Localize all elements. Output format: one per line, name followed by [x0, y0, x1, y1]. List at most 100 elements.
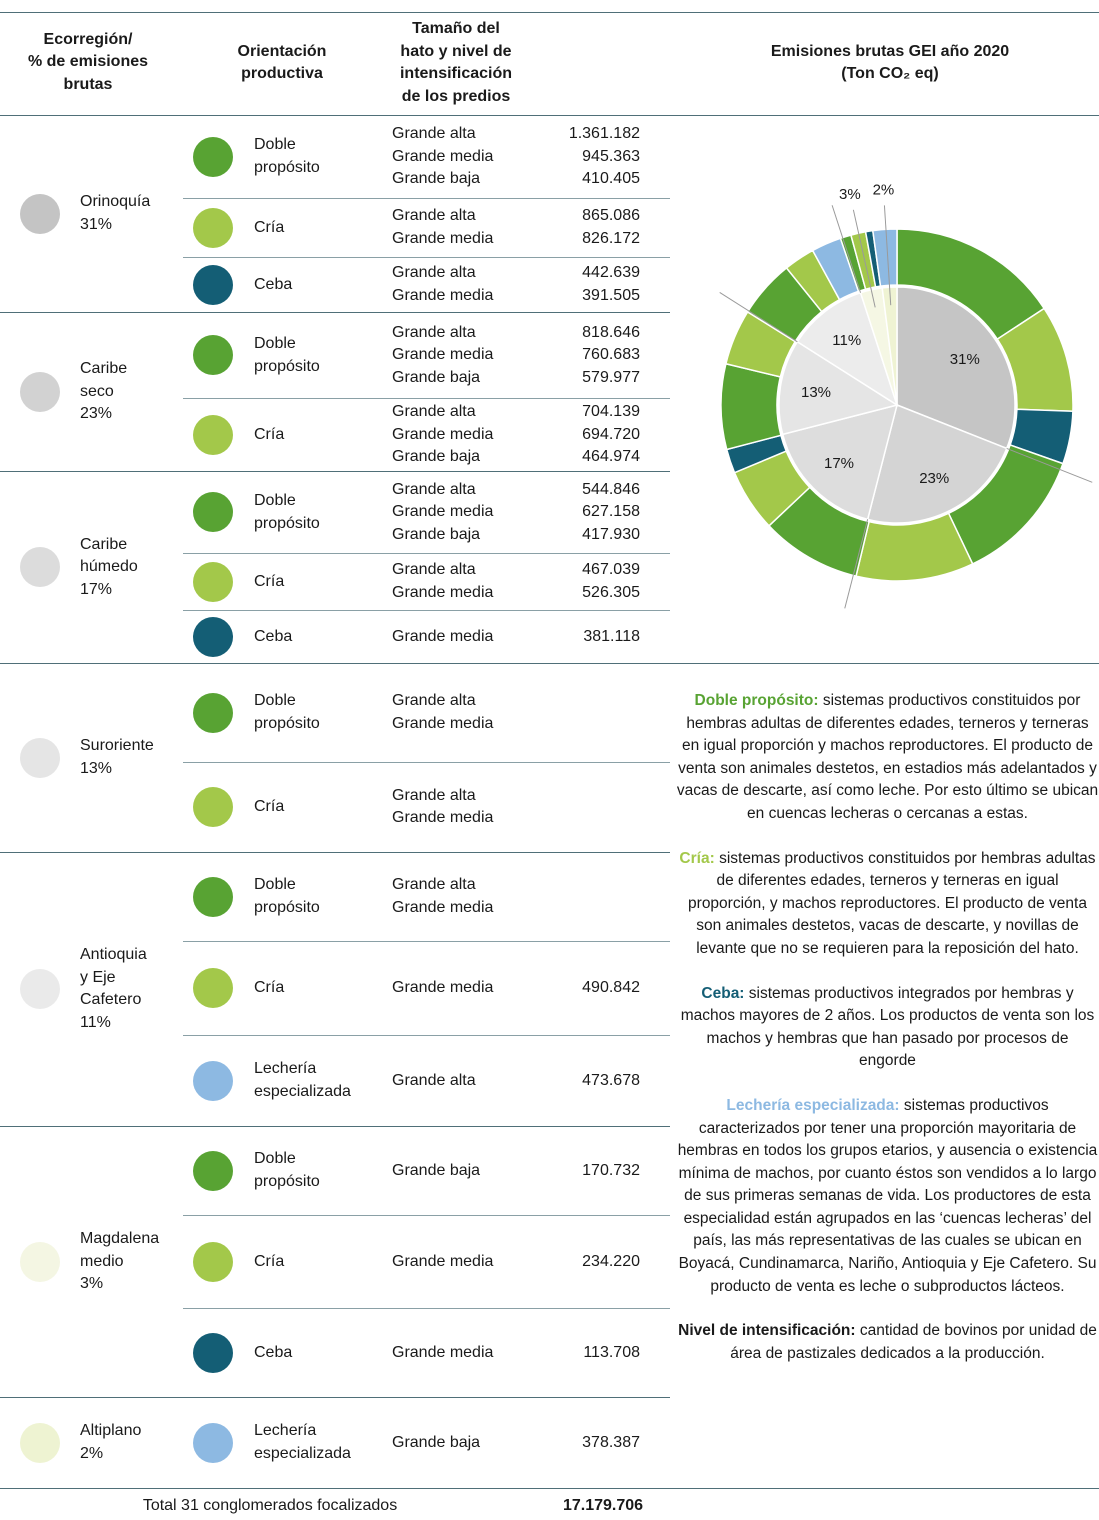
definition-text: sistemas productivos integrados por hemb…	[680, 984, 1095, 1070]
orientation-name: propósito	[254, 159, 320, 176]
region-dot	[20, 193, 60, 234]
region-name: 13%	[80, 759, 113, 777]
size-level: Grande media	[392, 1343, 494, 1361]
orientation-name: Cría	[254, 218, 285, 236]
inner-segment	[781, 403, 899, 521]
segment-label: 3%	[839, 186, 861, 203]
emission-value: 490.842	[582, 979, 640, 996]
definition: Lechería especializada: sistemas product…	[676, 1095, 1099, 1298]
leader-line	[719, 292, 798, 343]
inner-segment	[866, 403, 1008, 524]
emission-value: 410.405	[582, 170, 640, 187]
size-level: Grande media	[392, 503, 494, 520]
inner-segment	[796, 291, 899, 407]
emission-value: 865.086	[582, 207, 640, 225]
orientation-dot	[193, 787, 233, 827]
region-name: seco	[80, 382, 114, 400]
orientation-dot	[193, 1422, 233, 1463]
header-label: productiva	[241, 65, 323, 83]
outer-segment	[871, 228, 898, 287]
leader-line	[883, 205, 892, 306]
header-label: brutas	[63, 75, 113, 93]
region-dot	[20, 371, 60, 412]
orientation-name: propósito	[254, 899, 320, 916]
orientation-name: Ceba	[254, 1343, 293, 1361]
definition-term: Lechería especializada:	[726, 1096, 900, 1114]
chart-title: Emisiones brutas GEI año 2020	[770, 43, 1010, 60]
region-name: Caribe	[80, 360, 128, 377]
region-name: Orinoquía	[80, 193, 151, 211]
size-level: Grande alta	[392, 480, 476, 498]
definition: Doble propósito: sistemas productivos co…	[676, 690, 1099, 826]
definition-term: Cría:	[679, 849, 715, 867]
size-level: Grande alta	[392, 125, 476, 142]
size-level: Grande baja	[392, 170, 481, 187]
orientation-name: Ceba	[254, 627, 293, 645]
size-level: Grande media	[392, 1252, 494, 1270]
region-name: 3%	[80, 1275, 104, 1292]
emission-value: 760.683	[582, 346, 640, 363]
orientation-dot	[193, 1150, 233, 1191]
orientation-name: especializada	[254, 1083, 351, 1100]
segment-label: 13%	[801, 384, 831, 401]
size-level: Grande media	[392, 809, 494, 827]
size-level: Grande alta	[392, 876, 476, 894]
region-name: Antioquia	[80, 946, 147, 964]
emission-value: 1.361.182	[568, 125, 640, 142]
leader-line	[852, 209, 876, 308]
definition-text: sistemas productivos constituidos por he…	[676, 692, 1099, 822]
region-dot	[20, 1422, 60, 1463]
region-name: Suroriente	[80, 737, 154, 755]
definition-text: cantidad de bovinos por unidad de área d…	[730, 1322, 1097, 1362]
region-dot	[20, 1241, 60, 1282]
definition-term: Doble propósito:	[694, 692, 819, 709]
orientation-dot	[193, 561, 233, 602]
definition-term: Ceba:	[701, 984, 745, 1002]
definition-text: sistemas productivos caracterizados por …	[677, 1096, 1098, 1295]
chart-subtitle: (Ton CO₂ eq)	[841, 65, 939, 82]
inner-segment	[896, 286, 1016, 450]
size-level: Grande media	[392, 286, 494, 304]
emission-value: 381.118	[583, 627, 640, 645]
total-value: 17.179.706	[562, 1497, 644, 1514]
size-level: Grande baja	[392, 1161, 481, 1179]
definitions: Doble propósito: sistemas productivos co…	[676, 690, 1099, 1387]
emission-value: 526.305	[582, 583, 640, 601]
emission-value: 170.732	[582, 1161, 640, 1179]
leader-line	[1006, 447, 1093, 483]
segment-label: 2%	[873, 181, 895, 198]
orientation-dot	[193, 414, 233, 455]
segment-label: 31%	[950, 351, 980, 368]
header-label: de los predios	[401, 87, 511, 105]
size-level: Grande media	[392, 147, 494, 165]
orientation-name: propósito	[254, 357, 320, 375]
orientation-name: Lechería	[254, 1060, 317, 1077]
region-name: medio	[80, 1252, 124, 1270]
size-level: Grande baja	[392, 525, 481, 543]
definition-term: Nivel de intensificación:	[678, 1322, 856, 1340]
orientation-dot	[193, 1332, 233, 1373]
emission-value: 826.172	[582, 229, 640, 247]
emission-value: 113.708	[583, 1343, 640, 1361]
size-level: Grande alta	[392, 786, 476, 804]
emission-value: 627.158	[582, 503, 640, 520]
leader-line	[844, 519, 869, 609]
header-label: hato y nivel de	[400, 42, 512, 60]
definition: Ceba: sistemas productivos integrados po…	[676, 983, 1099, 1073]
header-label: Orientación	[237, 42, 327, 60]
region-name: húmedo	[80, 558, 138, 575]
region-name: 17%	[80, 580, 113, 598]
size-level: Grande media	[392, 425, 494, 443]
orientation-name: Cría	[254, 572, 285, 590]
size-level: Grande media	[392, 714, 494, 732]
definition-text: sistemas productivos constituidos por he…	[688, 849, 1096, 957]
size-level: Grande baja	[392, 448, 481, 465]
header-label: Ecorregión/	[43, 30, 133, 48]
orientation-name: Ceba	[254, 275, 293, 293]
total-label: Total 31 conglomerados focalizados	[142, 1497, 398, 1514]
orientation-dot	[193, 264, 233, 305]
orientation-dot	[193, 1241, 233, 1282]
orientation-name: Cría	[254, 425, 285, 443]
orientation-dot	[193, 968, 233, 1008]
region-name: 23%	[80, 405, 113, 422]
